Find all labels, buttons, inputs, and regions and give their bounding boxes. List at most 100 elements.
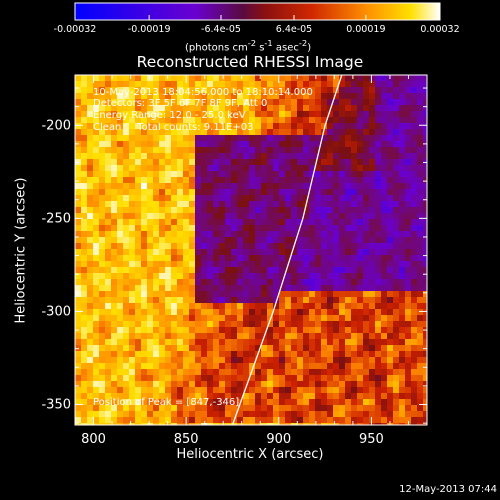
heatmap-cell [225,117,232,124]
heatmap-cell [345,369,352,376]
heatmap-cell [273,351,280,358]
heatmap-cell [177,189,184,196]
heatmap-cell [201,237,208,244]
heatmap-cell [303,273,310,280]
heatmap-cell [99,171,106,178]
heatmap-cell [129,123,136,130]
heatmap-cell [195,111,202,118]
heatmap-cell [177,375,184,382]
heatmap-cell [225,129,232,136]
heatmap-cell [87,267,94,274]
heatmap-cell [147,303,154,310]
heatmap-cell [135,405,142,412]
heatmap-cell [339,303,346,310]
heatmap-cell [369,129,376,136]
heatmap-cell [231,339,238,346]
heatmap-cell [99,225,106,232]
heatmap-cell [93,213,100,220]
heatmap-cell [381,213,388,220]
heatmap-cell [189,207,196,214]
heatmap-cell [213,297,220,304]
heatmap-cell [159,285,166,292]
heatmap-cell [165,147,172,154]
heatmap-cell [321,225,328,232]
heatmap-cell [195,159,202,166]
heatmap-cell [327,81,334,88]
heatmap-cell [147,333,154,340]
heatmap-cell [279,219,286,226]
heatmap-cell [177,333,184,340]
heatmap-cell [231,351,238,358]
heatmap-cell [183,183,190,190]
heatmap-cell [75,177,82,184]
heatmap-cell [111,135,118,142]
heatmap-cell [177,129,184,136]
heatmap-cell [381,369,388,376]
heatmap-cell [111,297,118,304]
heatmap-cell [105,375,112,382]
heatmap-cell [183,219,190,226]
heatmap-cell [417,321,424,328]
heatmap-cell [81,393,88,400]
heatmap-cell [243,321,250,328]
heatmap-cell [261,153,268,160]
heatmap-cell [141,273,148,280]
heatmap-cell [423,243,427,250]
heatmap-cell [405,93,412,100]
heatmap-cell [327,129,334,136]
heatmap-cell [417,267,424,274]
heatmap-cell [105,183,112,190]
heatmap-cell [117,297,124,304]
heatmap-cell [159,267,166,274]
heatmap-cell [183,285,190,292]
heatmap-cell [219,225,226,232]
heatmap-cell [81,369,88,376]
plot-frame [74,74,428,426]
heatmap-cell [135,273,142,280]
heatmap-cell [93,111,100,118]
heatmap-cell [141,243,148,250]
heatmap-cell [303,219,310,226]
heatmap-cell [117,75,124,82]
heatmap-cell [231,303,238,310]
heatmap-cell [225,339,232,346]
heatmap-cell [225,93,232,100]
heatmap-cell [177,261,184,268]
heatmap-cell [255,141,262,148]
heatmap-cell [285,81,292,88]
heatmap-cell [303,183,310,190]
heatmap-cell [363,189,370,196]
heatmap-cell [369,213,376,220]
heatmap-cell [423,123,427,130]
heatmap-cell [369,183,376,190]
heatmap-cell [393,171,400,178]
heatmap-cell [123,117,130,124]
heatmap-cell [165,135,172,142]
heatmap-cell [381,381,388,388]
heatmap-cell [363,195,370,202]
heatmap-cell [309,225,316,232]
heatmap-cell [351,291,358,298]
heatmap-cell [405,165,412,172]
heatmap-cell [339,135,346,142]
heatmap-cell [291,351,298,358]
heatmap-cell [117,423,124,425]
heatmap-cell [213,375,220,382]
heatmap-cell [363,249,370,256]
heatmap-cell [171,117,178,124]
heatmap-cell [405,297,412,304]
heatmap-cell [189,375,196,382]
heatmap-cell [357,87,364,94]
heatmap-cell [93,231,100,238]
heatmap-cell [189,177,196,184]
heatmap-cell [237,213,244,220]
heatmap-cell [291,339,298,346]
heatmap-cell [213,249,220,256]
heatmap-cell [153,87,160,94]
heatmap-cell [99,249,106,256]
heatmap-cell [375,339,382,346]
heatmap-cell [243,249,250,256]
heatmap-cell [345,297,352,304]
heatmap-cell [411,339,418,346]
heatmap-cell [273,225,280,232]
